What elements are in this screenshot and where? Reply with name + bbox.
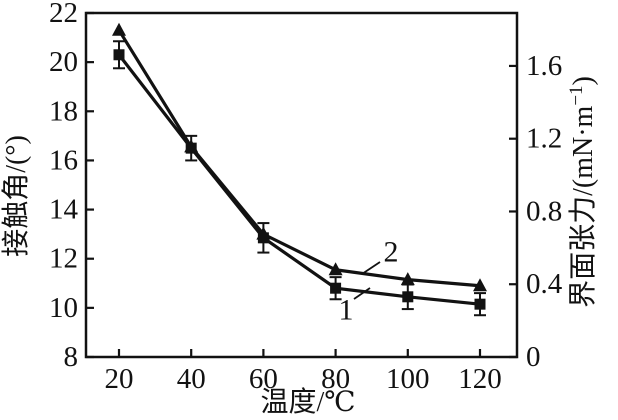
right-axis-title-main: 界面张力/(mN·m	[567, 105, 599, 307]
right-axis-tick-label: 0.8	[526, 195, 562, 227]
marker-square-series-1	[474, 298, 486, 310]
series-line-2	[117, 29, 481, 288]
marker-triangle-series-2	[256, 226, 271, 240]
left-axis-tick-label: 22	[49, 0, 78, 29]
plot-border	[84, 11, 519, 359]
right-axis-tick-label: 1.2	[526, 123, 562, 155]
x-axis-tick-label: 80	[321, 363, 350, 395]
marker-triangle-series-2	[400, 272, 415, 286]
right-axis-title-superscript: −1	[566, 85, 587, 105]
marker-triangle-series-2	[472, 278, 487, 292]
series-annotation-1: 1	[339, 294, 354, 327]
marker-square-series-1	[402, 291, 414, 303]
left-axis-title: 接触角/(°)	[0, 135, 32, 257]
x-axis-tick-label: 100	[386, 363, 430, 395]
right-axis-tick-label: 0	[526, 341, 541, 373]
annotation-leader-line	[361, 261, 381, 275]
right-axis-title-close: )	[568, 76, 599, 85]
left-axis-tick-label: 20	[49, 46, 78, 78]
x-axis-title: 温度/℃	[260, 386, 355, 418]
left-axis-tick-label: 12	[49, 243, 78, 275]
x-axis-tick-label: 40	[177, 363, 206, 395]
x-axis-tick-label: 60	[249, 363, 278, 395]
marker-triangle-series-2	[328, 262, 343, 276]
right-axis-title: 界面张力/(mN·m−1)	[566, 76, 599, 308]
series-line-1	[117, 53, 481, 306]
x-axis-tick-label: 120	[458, 363, 502, 395]
right-axis-tick-label: 0.4	[526, 268, 563, 300]
right-axis-tick-label: 1.6	[526, 50, 562, 82]
marker-triangle-series-2	[184, 139, 199, 153]
left-axis-tick-label: 18	[49, 95, 78, 127]
series-annotation-2: 2	[384, 236, 399, 269]
left-axis-tick-label: 10	[49, 292, 78, 324]
left-axis-tick-label: 16	[49, 144, 78, 176]
marker-square-series-1	[330, 282, 342, 294]
left-axis-tick-label: 8	[64, 341, 79, 373]
marker-square-series-1	[113, 49, 125, 61]
left-axis-tick-label: 14	[49, 194, 79, 226]
marker-triangle-series-2	[111, 22, 126, 36]
x-axis-tick-label: 20	[104, 363, 133, 395]
annotation-leader-line	[353, 287, 371, 300]
